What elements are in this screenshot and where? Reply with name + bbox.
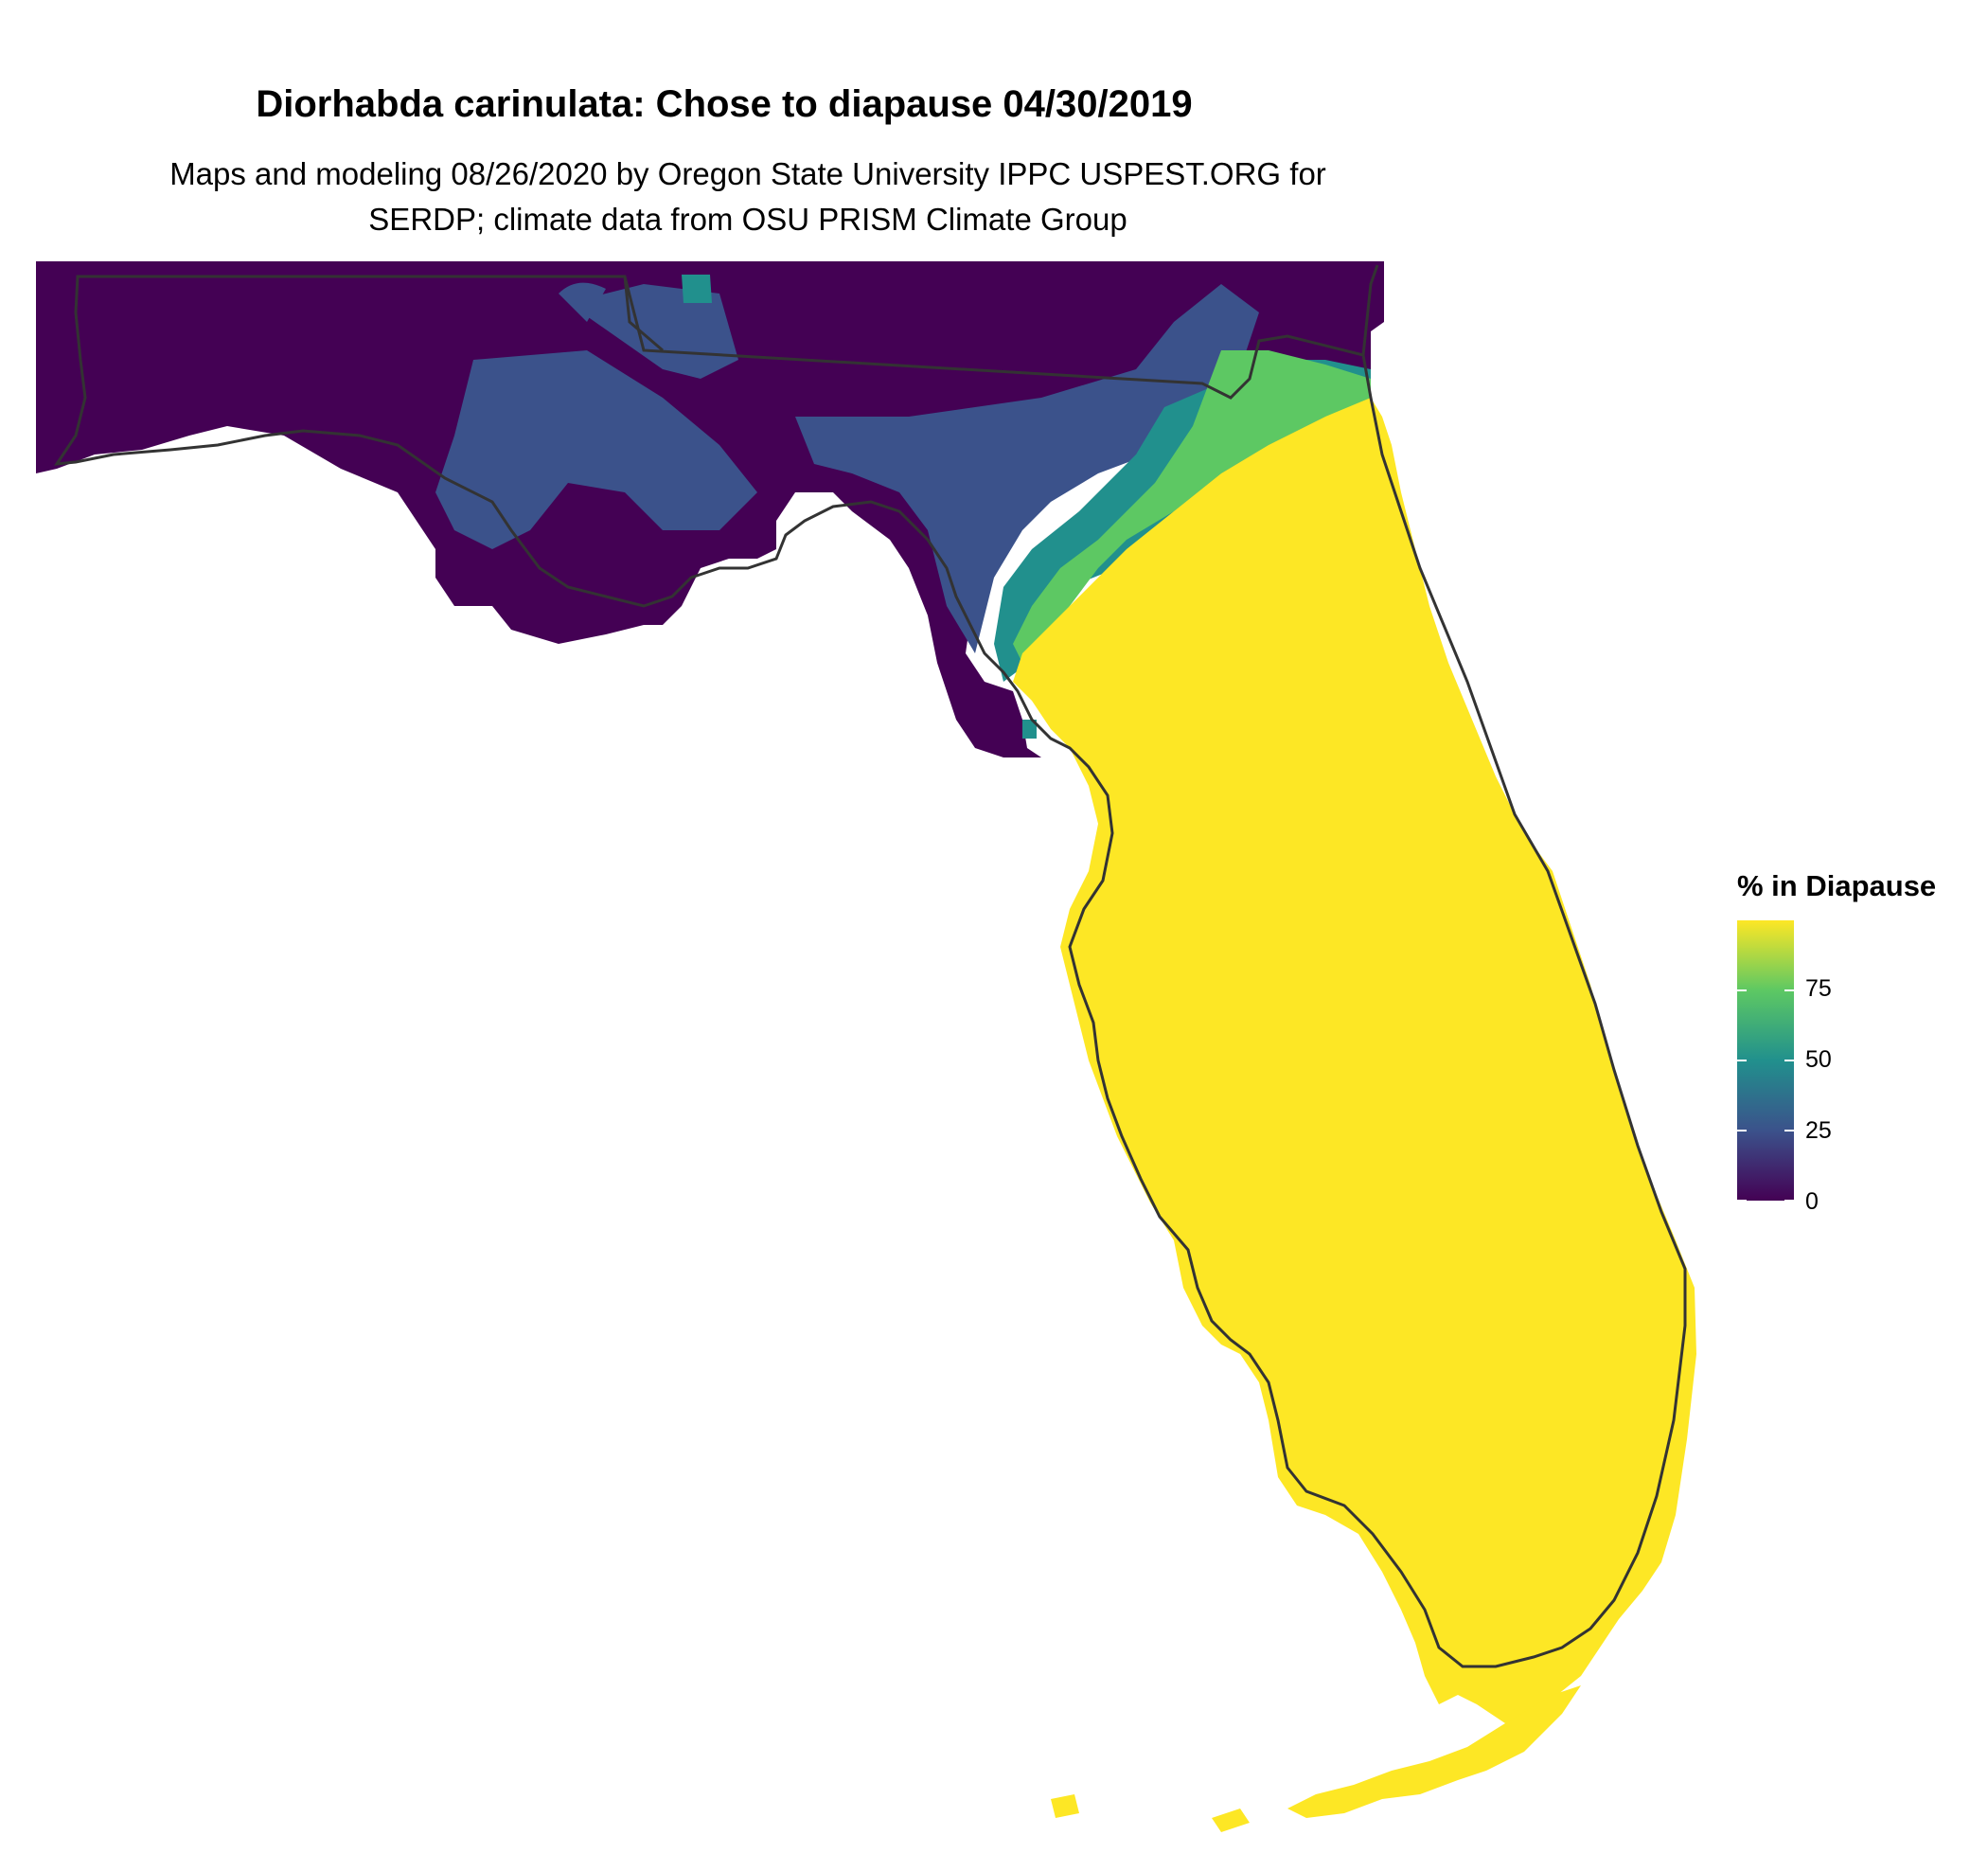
- state-border-al-ga: [623, 264, 1379, 356]
- legend-tickmark-right-50: [1784, 1060, 1794, 1061]
- legend-tickmark-right-75: [1784, 989, 1794, 991]
- legend-tick-50: 50: [1805, 1046, 1832, 1073]
- map-subtitle: Maps and modeling 08/26/2020 by Oregon S…: [0, 151, 1496, 242]
- peninsula-region: [1013, 398, 1696, 1723]
- subtitle-line-2: SERDP; climate data from OSU PRISM Clima…: [368, 202, 1127, 237]
- state-outline: [53, 275, 1687, 1668]
- legend-tickmark-left-25: [1737, 1130, 1747, 1132]
- legend-tick-75: 75: [1805, 975, 1832, 1002]
- transition-band-25: [435, 282, 1259, 653]
- legend-title: % in Diapause: [1737, 869, 1937, 902]
- florida-keys: [1051, 1685, 1581, 1832]
- legend-tickmark-left-0: [1737, 1200, 1747, 1202]
- transition-band-75: [1013, 350, 1371, 663]
- legend-tickmark-right-0: [1784, 1200, 1794, 1202]
- legend-tick-0: 0: [1805, 1188, 1819, 1215]
- legend-tick-25: 25: [1805, 1117, 1832, 1144]
- legend-tickmark-left-75: [1737, 989, 1747, 991]
- subtitle-line-1: Maps and modeling 08/26/2020 by Oregon S…: [169, 156, 1326, 191]
- legend-tickmark-left-50: [1737, 1060, 1747, 1061]
- legend-tickmark-right-25: [1784, 1130, 1794, 1132]
- florida-diapause-map: [36, 261, 1696, 1832]
- map-title: Diorhabda carinulata: Chose to diapause …: [256, 83, 1193, 125]
